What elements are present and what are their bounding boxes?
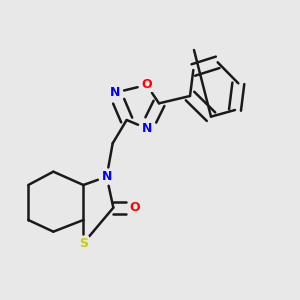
Text: S: S	[79, 237, 88, 250]
Text: N: N	[101, 170, 112, 183]
Text: N: N	[142, 122, 152, 135]
Text: O: O	[130, 201, 140, 214]
Text: O: O	[141, 79, 152, 92]
Text: N: N	[110, 86, 120, 99]
